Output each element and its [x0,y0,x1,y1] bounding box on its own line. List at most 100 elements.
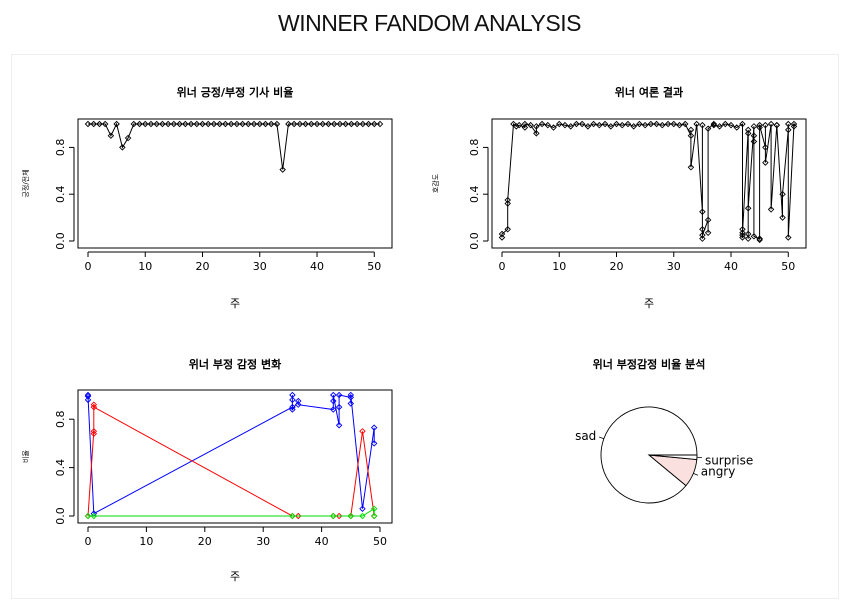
y-tick-label: 0.4 [468,185,481,203]
y-axis-label: 비율 [21,450,30,463]
data-point [704,216,712,224]
data-point [556,120,563,128]
data-point [330,397,337,405]
x-tick-label: 10 [138,260,152,273]
data-point [347,400,355,407]
series-line-1 [87,404,375,517]
data-point [335,422,343,429]
data-point [613,120,620,128]
data-point [601,120,609,128]
data-point [204,120,212,128]
data-point [567,123,574,130]
data-point [222,120,229,128]
data-point [762,121,769,129]
data-point [342,120,349,128]
y-axis-label: 긍정/전체 [21,169,30,197]
data-point [90,403,98,411]
data-point [790,123,798,130]
data-point [250,120,258,128]
x-tick-label: 20 [196,260,210,273]
data-point [296,120,304,128]
data-point [641,121,649,129]
data-point [533,130,540,137]
data-point [84,512,92,520]
data-point [330,391,337,399]
x-tick-label: 0 [499,260,506,273]
data-point [90,428,98,435]
data-point [359,512,366,520]
plot-frame [491,118,807,249]
data-point [521,124,529,131]
data-point [513,123,520,130]
data-point [90,512,98,520]
data-point [762,144,769,151]
x-axis-label: 주 [230,570,240,583]
series-line-0 [88,122,380,170]
line-chart-0: 위너 긍정/부정 기사 비율 0 10 20 30 40 50 주 0.0 0.4 0.8 긍정/전체 [21,85,393,310]
data-point [370,505,378,512]
data-point [744,126,752,134]
pie-label: surprise [705,454,753,468]
y-tick-label: 0.4 [54,185,67,203]
data-point [273,120,281,128]
data-point [262,120,269,128]
data-point [756,236,763,244]
chart-title: 위너 여론 결과 [615,85,683,99]
data-point [325,120,332,128]
series-line-0 [501,122,795,240]
data-point [670,120,678,128]
data-point [353,120,361,128]
data-point [779,190,786,198]
data-point [330,512,337,520]
plot-frame [77,389,393,524]
data-point [90,430,98,437]
data-point [681,120,689,128]
x-tick-label: 50 [781,260,795,273]
data-point [773,121,781,129]
data-point [756,121,763,129]
data-point [256,120,264,128]
data-point [347,394,355,401]
pie-leader-line [693,472,699,476]
data-point [119,144,126,151]
series-line-0 [87,394,375,515]
data-point [498,230,506,238]
data-point [330,120,338,128]
chart-title: 위너 부정 감정 변화 [189,357,281,371]
data-point [153,120,160,128]
data-point [647,120,655,128]
line-chart-2: 위너 부정 감정 변화 0 10 20 30 40 50 주 0.0 0.4 0.8 비율 [21,357,393,583]
data-point [744,230,752,238]
line-chart-1: 위너 여론 결과 0 10 20 30 40 50 주 0.0 0.4 0.8 호감도 [432,85,807,310]
pie-leader-line [598,436,604,440]
data-point [636,120,643,128]
data-point [107,132,115,139]
x-tick-label: 40 [724,260,738,273]
data-point [267,120,275,128]
data-point [693,120,700,128]
data-point [739,234,746,241]
data-point [561,121,569,129]
data-point [289,403,296,411]
data-point [733,124,740,131]
data-point [84,396,92,404]
data-point [659,121,666,129]
data-point [607,123,615,130]
data-point [164,120,172,128]
data-point [245,120,252,128]
data-point [750,123,758,130]
data-point [767,206,775,213]
x-tick-label: 40 [315,535,329,548]
data-point [289,512,296,520]
data-point [365,120,372,128]
data-point [319,120,326,128]
data-point [113,120,120,128]
data-point [687,164,695,171]
x-tick-label: 0 [85,535,92,548]
x-tick-label: 50 [367,260,381,273]
data-point [199,120,206,128]
data-point [739,120,746,128]
x-tick-label: 30 [667,260,681,273]
pie-label: sad [575,429,596,443]
